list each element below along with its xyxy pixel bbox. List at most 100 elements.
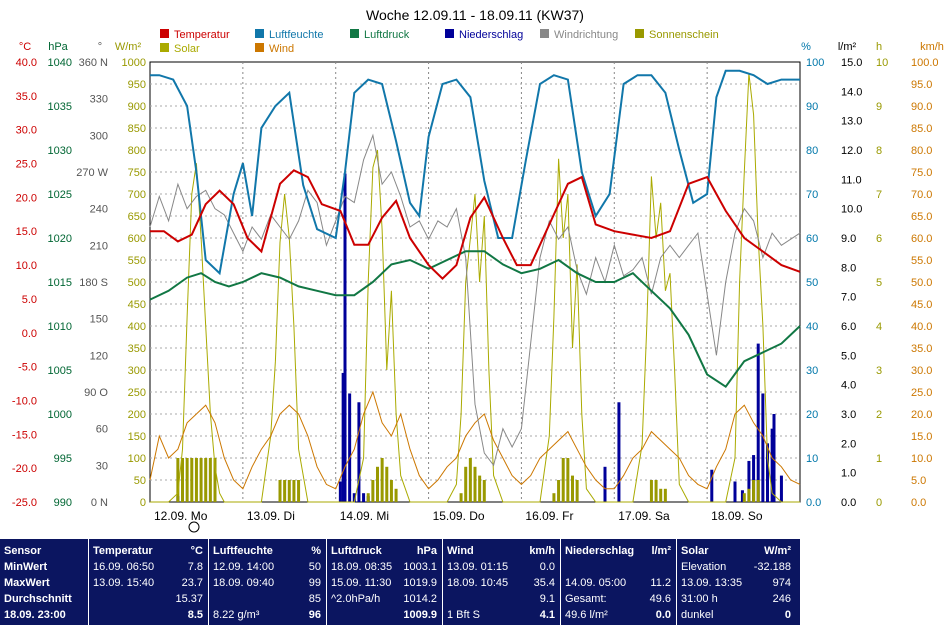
x-axis-tick-label: 16.09. Fr xyxy=(525,509,573,523)
precip-axis-tick-label: 3.0 xyxy=(841,409,856,421)
sunshine-bar xyxy=(459,493,463,502)
wind-axis-tick-label: 20.0 xyxy=(911,409,932,421)
sunshine-bar xyxy=(478,475,482,502)
legend-swatch xyxy=(635,29,644,38)
legend-label: Windrichtung xyxy=(554,29,618,41)
sunshine-bar xyxy=(385,466,389,502)
wind-bft: 1 Bft S xyxy=(447,609,481,621)
direction-axis-tick-label: 180 S xyxy=(79,277,108,289)
temp-axis-tick-label: 30.0 xyxy=(16,125,37,137)
wind-axis-tick-label: 90.0 xyxy=(911,101,932,113)
temp-axis-tick-label: 25.0 xyxy=(16,159,37,171)
humidity-axis-tick-label: 0.0 xyxy=(806,497,821,509)
sunshine-axis-tick-label: 0 xyxy=(876,497,882,509)
sunshine-bar xyxy=(663,488,667,502)
x-axis-tick-label: 18.09. So xyxy=(711,509,763,523)
solar-axis-tick-label: 200 xyxy=(128,409,146,421)
press-max-time: 15.09. 11:30 xyxy=(331,577,392,589)
wind-axis-tick-label: 50.0 xyxy=(911,277,932,289)
solar-axis-tick-label: 0 xyxy=(140,497,146,509)
sunshine-bar xyxy=(366,493,370,502)
precip-bar xyxy=(357,402,361,502)
sunshine-bar xyxy=(297,480,301,502)
sunshine-bar xyxy=(557,480,561,502)
direction-axis-tick-label: 90 O xyxy=(84,387,108,399)
stats-unit-luftdruck: hPa xyxy=(416,545,437,557)
precip-bar xyxy=(352,493,356,502)
wind-axis-tick-label: 45.0 xyxy=(911,299,932,311)
rain-current-label: 49.6 l/m² xyxy=(565,609,608,621)
wind-direction-line xyxy=(149,133,801,467)
direction-axis-tick-label: 360 N xyxy=(79,57,108,69)
stats-header-luftfeuchte: Luftfeuchte xyxy=(213,545,273,557)
hum-abs: 8.22 g/m³ xyxy=(213,609,260,621)
precip-bar xyxy=(756,343,760,502)
chart-svg: Woche 12.09.11 - 18.09.11 (KW37)40.035.0… xyxy=(12,7,944,533)
stats-unit-niederschlag: l/m² xyxy=(651,545,671,557)
precip-axis-tick-label: 15.0 xyxy=(841,57,862,69)
wind-axis-unit: km/h xyxy=(920,41,944,53)
stats-col-luftfeuchte: Luftfeuchte% 12.09. 14:00 50 18.09. 09:40… xyxy=(208,539,325,625)
precip-bar xyxy=(747,460,751,502)
sunshine-axis-tick-label: 7 xyxy=(876,189,882,201)
rain-current: 0.0 xyxy=(655,609,671,621)
wind-axis-tick-label: 15.0 xyxy=(911,431,932,443)
wind-axis-tick-label: 70.0 xyxy=(911,189,932,201)
precip-axis-tick-label: 11.0 xyxy=(841,174,862,186)
wind-speed-line xyxy=(149,390,801,490)
humidity-axis-tick-label: 20 xyxy=(806,409,818,421)
temp-axis-tick-label: -25.0 xyxy=(12,497,37,509)
sunshine-axis-tick-label: 1 xyxy=(876,453,882,465)
solar-current: 0 xyxy=(784,609,791,621)
legend-label: Sonnenschein xyxy=(649,29,719,41)
sunshine-bar xyxy=(194,458,198,502)
precip-axis-tick-label: 1.0 xyxy=(841,468,856,480)
temp-min-val: 7.8 xyxy=(187,561,203,573)
sunshine-axis-unit: h xyxy=(876,41,882,53)
wind-axis-tick-label: 0.0 xyxy=(911,497,926,509)
precip-axis-tick-label: 10.0 xyxy=(841,204,862,216)
temp-axis-tick-label: -10.0 xyxy=(12,395,37,407)
temp-min-time: 16.09. 06:50 xyxy=(93,561,155,573)
precip-axis-tick-label: 6.0 xyxy=(841,321,856,333)
hum-avg: 85 xyxy=(308,593,321,605)
temp-axis-tick-label: 35.0 xyxy=(16,91,37,103)
x-axis-tick-label: 12.09. Mo xyxy=(154,509,208,523)
temp-axis-unit: °C xyxy=(19,41,31,53)
sunshine-bar xyxy=(468,458,472,502)
rain-total-val: 49.6 xyxy=(649,593,671,605)
solar-state: dunkel xyxy=(681,609,714,621)
sunshine-bar xyxy=(464,466,468,502)
wind-axis-tick-label: 30.0 xyxy=(911,365,932,377)
precip-axis-tick-label: 12.0 xyxy=(841,145,862,157)
temp-axis-tick-label: 0.0 xyxy=(22,328,37,340)
sunshine-bar xyxy=(287,480,291,502)
solar-axis-tick-label: 950 xyxy=(128,79,146,91)
humidity-axis-unit: % xyxy=(801,41,811,53)
pressure-axis-tick-label: 1040 xyxy=(48,57,72,69)
stats-header-sensor: Sensor xyxy=(4,545,42,557)
direction-axis-tick-label: 270 W xyxy=(76,167,108,179)
solar-max-val: 974 xyxy=(772,577,791,589)
wind-axis-tick-label: 65.0 xyxy=(911,211,932,223)
sunshine-bar xyxy=(575,480,579,502)
solar-axis-tick-label: 550 xyxy=(128,255,146,267)
sunshine-bar xyxy=(208,458,212,502)
wind-axis-tick-label: 10.0 xyxy=(911,453,932,465)
hum-min-time: 12.09. 14:00 xyxy=(213,561,275,573)
wind-max-time: 18.09. 10:45 xyxy=(447,577,509,589)
precip-bar xyxy=(779,475,783,502)
precip-bar xyxy=(770,428,774,502)
solar-axis-tick-label: 650 xyxy=(128,211,146,223)
hum-max-time: 18.09. 09:40 xyxy=(213,577,275,589)
pressure-axis-tick-label: 995 xyxy=(54,453,72,465)
direction-axis-tick-label: 150 xyxy=(90,314,108,326)
precip-bar xyxy=(761,393,765,502)
solar-axis-tick-label: 150 xyxy=(128,431,146,443)
solar-axis-tick-label: 450 xyxy=(128,299,146,311)
humidity-axis-tick-label: 80 xyxy=(806,145,818,157)
sunshine-bar xyxy=(473,466,477,502)
sunshine-bar xyxy=(204,458,208,502)
sunshine-axis-tick-label: 10 xyxy=(876,57,888,69)
legend-label: Niederschlag xyxy=(459,29,523,41)
